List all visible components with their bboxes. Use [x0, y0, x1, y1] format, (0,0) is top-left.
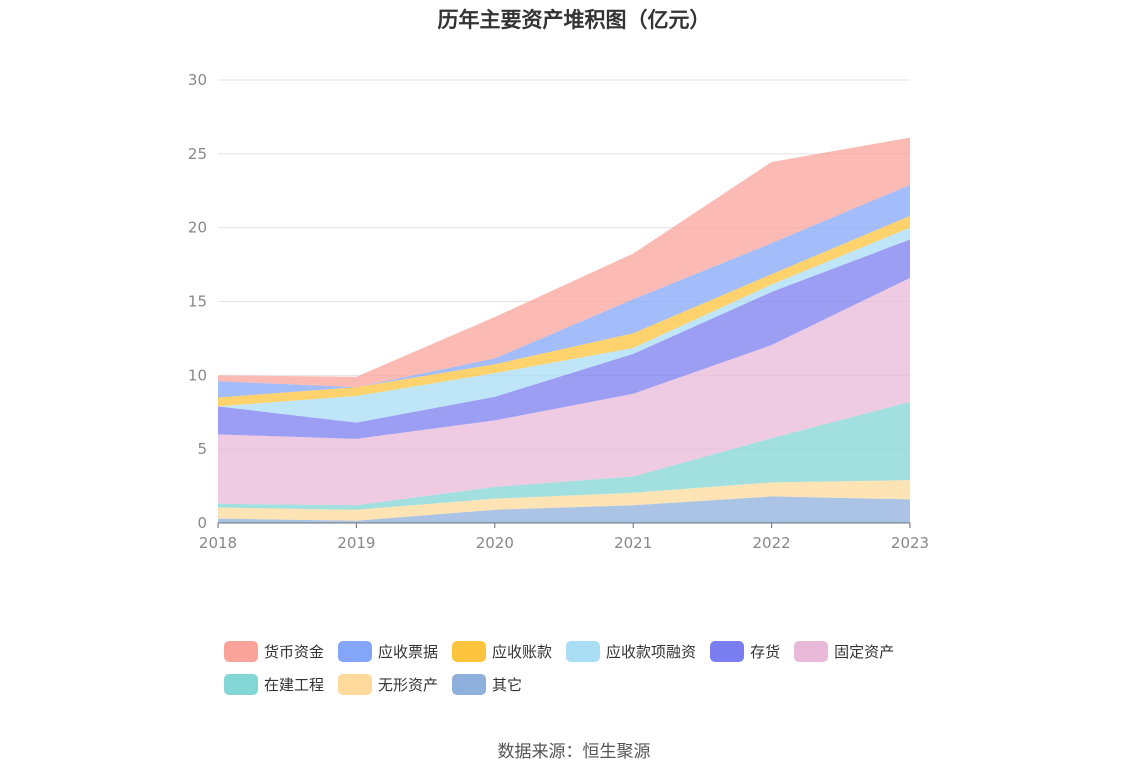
legend-label: 固定资产	[834, 642, 895, 661]
legend-swatch	[794, 640, 829, 662]
legend-swatch	[710, 640, 745, 662]
legend-item-intangible-assets[interactable]: 无形资产	[338, 673, 438, 695]
legend-item-cash[interactable]: 货币资金	[224, 640, 324, 662]
legend-item-receivables-financing[interactable]: 应收款项融资	[566, 640, 696, 662]
chart-title: 历年主要资产堆积图（亿元）	[437, 8, 711, 32]
legend-swatch	[224, 673, 258, 695]
x-tick-label: 2023	[891, 534, 929, 552]
y-tick-label: 15	[188, 293, 207, 311]
legend-label: 应收账款	[492, 642, 553, 661]
legend-swatch	[338, 640, 373, 662]
legend-swatch	[566, 640, 601, 662]
legend-item-other[interactable]: 其它	[452, 673, 522, 695]
y-tick-label: 30	[188, 71, 207, 89]
x-tick-label: 2021	[614, 534, 652, 552]
legend-item-fixed-assets[interactable]: 固定资产	[794, 640, 894, 662]
y-tick-label: 20	[188, 219, 207, 237]
legend-item-construction-in-progress[interactable]: 在建工程	[224, 673, 324, 695]
x-tick-label: 2020	[476, 534, 514, 552]
legend-row-2: 在建工程 无形资产 其它	[224, 673, 984, 706]
x-tick-label: 2022	[753, 534, 791, 552]
x-tick-label: 2019	[337, 534, 375, 552]
legend-item-notes-receivable[interactable]: 应收票据	[338, 640, 438, 662]
legend-label: 存货	[750, 642, 781, 661]
area-固定资产	[218, 277, 910, 506]
area-在建工程	[218, 401, 910, 510]
y-tick-label: 5	[197, 440, 207, 458]
legend-item-inventory[interactable]: 存货	[710, 640, 780, 662]
legend-swatch	[338, 673, 373, 695]
legend-label: 货币资金	[264, 642, 325, 661]
area-应收款项融资	[218, 227, 910, 423]
legend-label: 在建工程	[264, 675, 325, 694]
legend-label: 应收票据	[378, 642, 439, 661]
area-货币资金	[218, 137, 910, 388]
y-tick-label: 0	[197, 514, 207, 532]
legend-label: 应收款项融资	[606, 642, 697, 661]
y-tick-label: 10	[188, 366, 207, 384]
stacked-area-chart: 0 5 10 15 20 25 30 2018 2019 2020 2021 2022 2023	[188, 71, 929, 552]
area-其它	[218, 496, 910, 523]
area-无形资产	[218, 480, 910, 521]
legend: 货币资金 应收票据 应收账款 应收款项融资 存货 固定资产 在建工程	[224, 640, 984, 706]
x-tick-label: 2018	[199, 534, 237, 552]
legend-swatch	[452, 673, 487, 695]
legend-label: 其它	[492, 675, 523, 694]
legend-item-accounts-receivable[interactable]: 应收账款	[452, 640, 552, 662]
area-存货	[218, 239, 910, 439]
legend-row-1: 货币资金 应收票据 应收账款 应收款项融资 存货 固定资产	[224, 640, 984, 673]
legend-swatch	[224, 640, 258, 662]
area-series	[218, 137, 910, 523]
data-source-note: 数据来源：恒生聚源	[497, 742, 651, 762]
legend-label: 无形资产	[378, 675, 439, 694]
y-tick-label: 25	[188, 145, 207, 163]
legend-swatch	[452, 640, 487, 662]
axes: 0 5 10 15 20 25 30 2018 2019 2020 2021 2022 2023	[188, 71, 929, 552]
